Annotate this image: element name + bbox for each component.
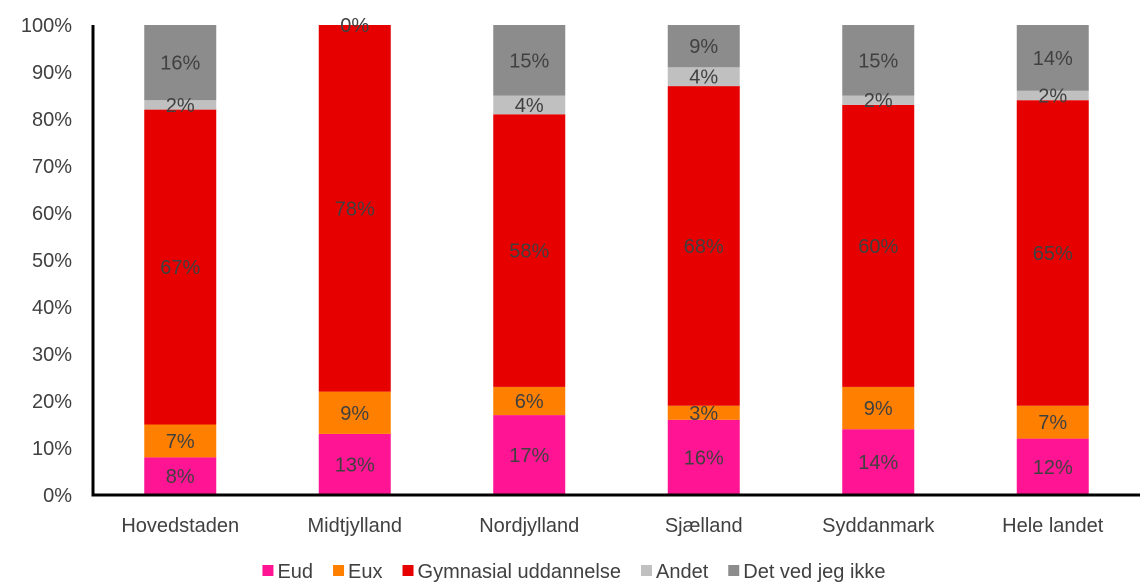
data-label: 3% <box>689 403 718 425</box>
x-category-label: Hele landet <box>1002 515 1104 537</box>
bar-segment <box>1016 25 1089 91</box>
data-label: 8% <box>166 466 195 488</box>
x-category-label: Sjælland <box>665 515 743 537</box>
legend-label: Gymnasial uddannelse <box>418 561 621 583</box>
x-category-label: Midtjylland <box>308 515 402 537</box>
bar-segment <box>144 109 217 425</box>
y-tick-label: 80% <box>32 109 72 131</box>
data-label: 12% <box>1033 457 1073 479</box>
bar-segment <box>667 86 740 406</box>
y-tick-label: 30% <box>32 344 72 366</box>
data-label: 9% <box>689 36 718 58</box>
y-tick-label: 10% <box>32 438 72 460</box>
data-label: 58% <box>509 241 549 263</box>
bars-group <box>144 25 1089 495</box>
data-label: 78% <box>335 198 375 220</box>
data-label: 16% <box>160 53 200 75</box>
data-label: 9% <box>340 403 369 425</box>
data-label: 68% <box>684 236 724 258</box>
data-label: 17% <box>509 445 549 467</box>
bar-segment <box>493 386 566 416</box>
bar-segment <box>1016 405 1089 439</box>
data-label: 15% <box>509 50 549 72</box>
bar-segment <box>493 25 566 96</box>
legend-swatch <box>333 565 345 576</box>
bar-segment <box>1016 90 1089 101</box>
legend-label: Andet <box>656 561 709 583</box>
data-label: 16% <box>684 447 724 469</box>
y-tick-label: 20% <box>32 391 72 413</box>
data-label: 15% <box>858 50 898 72</box>
data-label: 14% <box>858 452 898 474</box>
bar-segment <box>667 67 740 87</box>
bar-segment <box>144 424 217 458</box>
x-category-label: Nordjylland <box>479 515 579 537</box>
bar-segment <box>493 95 566 115</box>
data-label: 13% <box>335 454 375 476</box>
legend-label: Det ved jeg ikke <box>743 561 885 583</box>
y-tick-label: 0% <box>43 485 72 507</box>
y-tick-label: 70% <box>32 156 72 178</box>
bar-segment <box>318 25 391 392</box>
bar-segment <box>1016 438 1089 495</box>
data-label: 9% <box>864 398 893 420</box>
data-label: 60% <box>858 236 898 258</box>
data-label: 65% <box>1033 243 1073 265</box>
bar-segment <box>667 419 740 495</box>
y-axis-ticks: 0% 10% 20% 30% 40% 50% 60% 70% 80% 90% 100% <box>21 15 72 507</box>
bar-segment <box>318 391 391 434</box>
data-label: 2% <box>166 95 195 117</box>
y-tick-label: 100% <box>21 15 72 37</box>
bar-segment <box>842 104 915 387</box>
bar-segment <box>842 25 915 96</box>
x-axis-categories: Hovedstaden Midtjylland Nordjylland Sjællan… <box>121 515 1103 537</box>
bar-segment <box>842 95 915 105</box>
legend-swatch <box>728 565 740 576</box>
legend-swatch <box>640 565 652 576</box>
data-label: 2% <box>1038 86 1067 108</box>
data-label: 4% <box>515 95 544 117</box>
bar-segment <box>318 433 391 495</box>
bar-segment <box>667 405 740 420</box>
y-tick-label: 50% <box>32 250 72 272</box>
bar-segment <box>493 415 566 495</box>
bar-segment <box>144 25 217 101</box>
data-label: 2% <box>864 90 893 112</box>
legend-label: Eud <box>277 561 313 583</box>
y-tick-label: 90% <box>32 62 72 84</box>
data-label: 4% <box>689 67 718 89</box>
bar-segment <box>144 457 217 495</box>
bar-segment <box>667 25 740 68</box>
data-label: 14% <box>1033 48 1073 70</box>
bar-segment <box>1016 100 1089 406</box>
data-labels-group: 8% 7% 67% 2% 16% 13% 9% 78% 0% 17% 6% 58% 4% 15% 16% 3%… <box>160 15 1073 488</box>
legend: Eud Eux Gymnasial uddannelse Andet Det ved j… <box>262 561 886 583</box>
y-tick-label: 40% <box>32 297 72 319</box>
data-label: 0% <box>340 15 369 37</box>
x-category-label: Syddanmark <box>822 515 935 537</box>
data-label: 7% <box>1038 412 1067 434</box>
x-category-label: Hovedstaden <box>121 515 239 537</box>
data-label: 6% <box>515 391 544 413</box>
legend-swatch <box>262 565 274 576</box>
y-tick-label: 60% <box>32 203 72 225</box>
bar-segment <box>842 429 915 495</box>
legend-swatch <box>402 565 414 576</box>
data-label: 7% <box>166 431 195 453</box>
bar-segment <box>842 386 915 430</box>
bar-segment <box>493 114 566 387</box>
legend-label: Eux <box>348 561 382 583</box>
bar-segment <box>144 100 217 110</box>
data-label: 67% <box>160 257 200 279</box>
